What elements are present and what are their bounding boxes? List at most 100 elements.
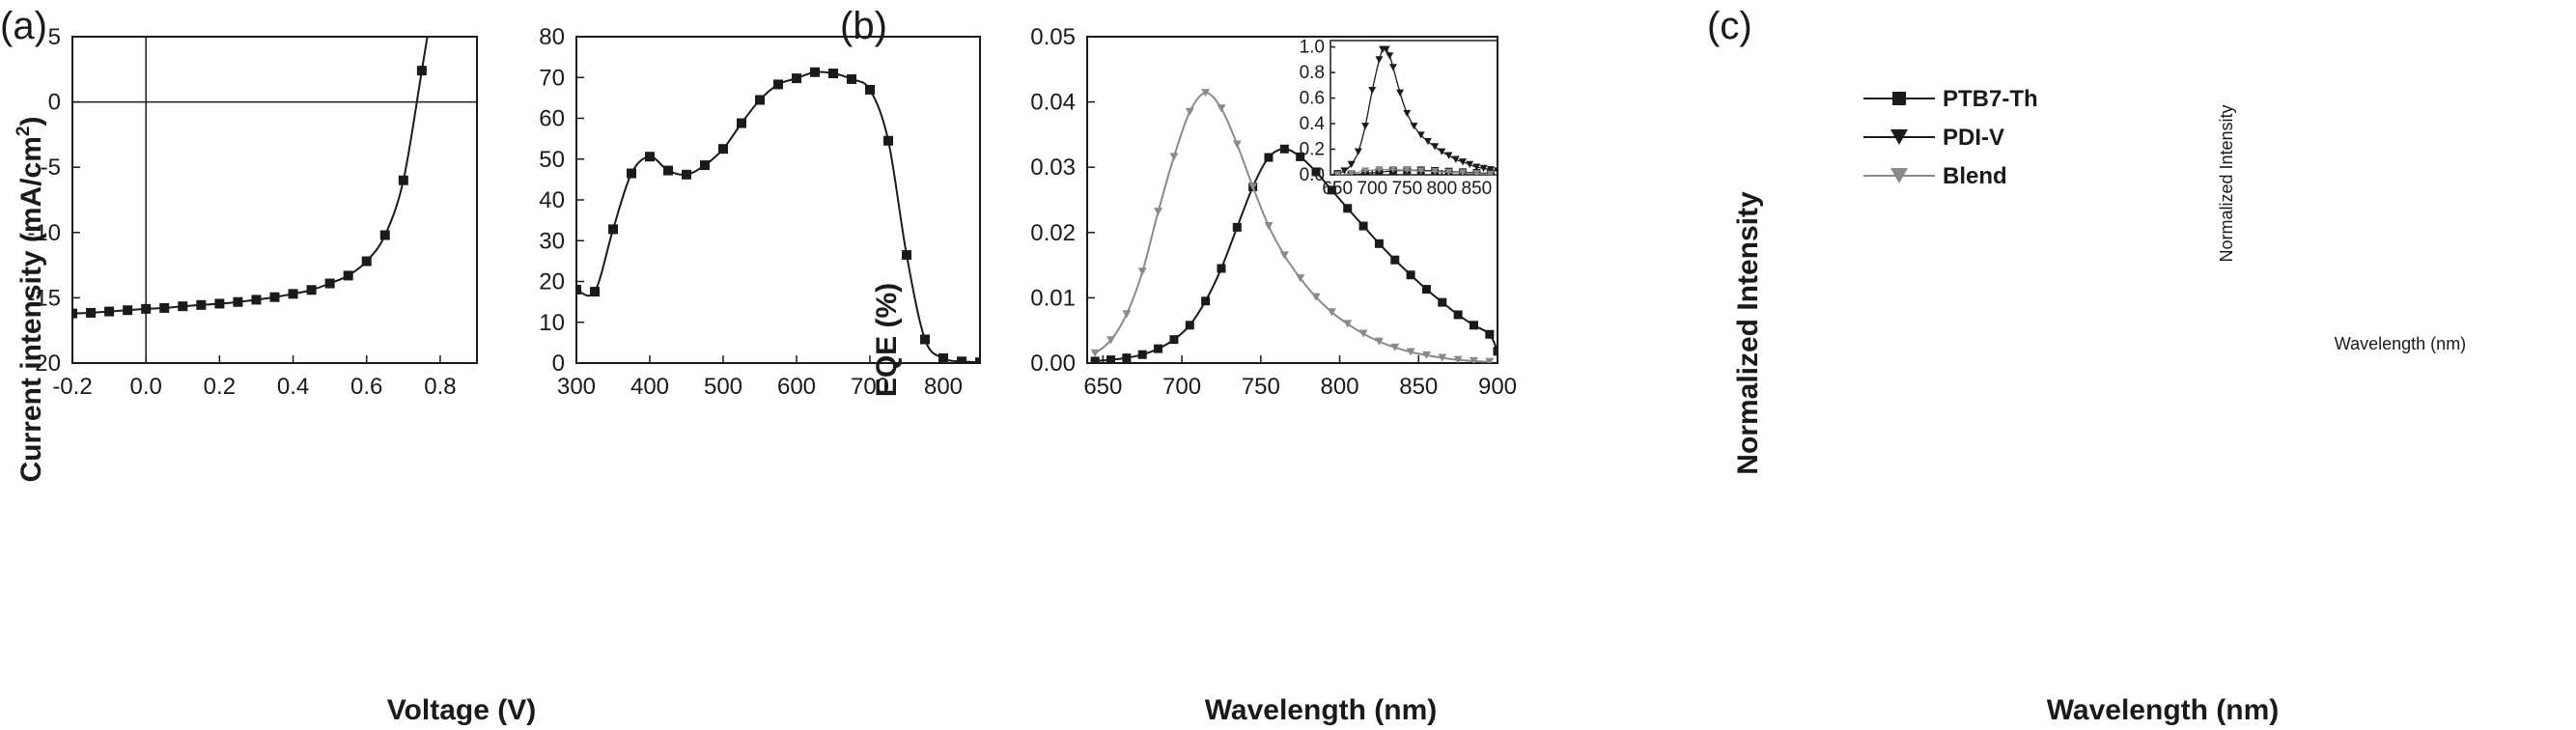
panel-c-series-0-point	[1421, 285, 1431, 295]
inset-y-tick-label: 0.0	[1300, 165, 1325, 185]
panel-c-series-2-point	[1343, 320, 1353, 328]
panel-c-series-0-point	[1296, 152, 1305, 161]
inset-series-0-point	[1438, 148, 1446, 155]
panel-b-series-0-point	[847, 73, 856, 84]
panel-a-x-tick-label: 0.2	[204, 374, 236, 400]
inset-series-2-point	[1431, 168, 1440, 175]
panel-c-series-2-point	[1453, 355, 1463, 363]
inset-series-0-point	[1444, 152, 1453, 159]
inset-series-0-point	[1431, 143, 1440, 151]
panel-c-series-0-point	[1154, 344, 1163, 353]
panel-c-series-0-point	[1438, 297, 1447, 307]
panel-a-y-tick-label: 0	[48, 90, 61, 116]
panel-c-series-2-point	[1327, 308, 1336, 317]
inset-series-2-point	[1403, 166, 1412, 174]
panel-b-x-tick-label: 400	[630, 374, 669, 400]
panel-c-series-0-point	[1469, 321, 1478, 330]
panel-b-x-tick-label: 500	[704, 374, 742, 400]
inset-series-2-point	[1486, 170, 1495, 175]
panel-a-series-0-point	[288, 289, 298, 299]
panel-c-series-2-point	[1469, 356, 1478, 363]
panel-c-series-2-point	[1248, 182, 1258, 191]
panel-a-series-0-point	[324, 278, 335, 289]
panel-c-y-axis-title: Normalized Intensity	[1732, 191, 1764, 475]
panel-a-series-0-point	[72, 308, 77, 319]
inset-series-0-point	[1423, 137, 1432, 146]
panel-a-series-0-point	[233, 296, 243, 307]
panel-c: (c) Normalized Intensity Wavelength (nm)…	[1030, 5, 2466, 726]
panel-c-series-0-point	[1406, 270, 1415, 280]
panel-b-series-0-point	[975, 357, 980, 363]
panel-b: (b) EQE (%) Wavelength (nm) 300 400 500 600…	[539, 5, 1437, 726]
panel-a-x-tick-label: 0.8	[424, 374, 456, 400]
panel-c-series-0-point	[1169, 335, 1179, 345]
panel-a-series-0-point	[159, 302, 170, 313]
inset-series-2-point	[1416, 167, 1425, 175]
panel-c-series-2-point	[1390, 343, 1400, 351]
panel-b-series-0-point	[938, 352, 948, 363]
panel-c-x-tick-label: 900	[1478, 374, 1517, 400]
panel-a-y-tick-label: -20	[27, 351, 61, 377]
panel-b-y-tick-label: 10	[539, 310, 565, 336]
panel-b-series-0-point	[627, 168, 636, 179]
panel-c-x-axis-title: Wavelength (nm)	[2047, 694, 2280, 726]
panel-c-series-0-point	[1453, 310, 1463, 320]
panel-c-label: (c)	[1707, 5, 1752, 47]
inset-y-tick-label: 0.6	[1300, 89, 1325, 109]
panel-c-y-tick-label: 0.00	[1030, 351, 1076, 377]
panel-b-y-tick-label: 0	[552, 351, 565, 377]
panel-a-label: (a)	[0, 5, 47, 47]
panel-c-series-2-point	[1201, 89, 1211, 98]
panel-a-series-0-point	[398, 175, 408, 185]
panel-b-plot-area: 300 400 500 600 700 800 0 10 20 30 40 50 60 70 80	[539, 24, 981, 400]
inset-x-tick-label: 700	[1357, 179, 1387, 199]
panel-c-series-0-point	[1185, 321, 1194, 330]
panel-a-series-0-point	[306, 285, 317, 295]
inset-series-0-point	[1340, 167, 1349, 175]
panel-a-y-tick-label: -5	[41, 154, 61, 181]
panel-c-series-0-point	[1122, 353, 1132, 363]
panel-c-series-2-point	[1438, 353, 1447, 362]
panel-a-series-0-point	[361, 256, 372, 267]
panel-c-x-tick-label: 700	[1162, 374, 1201, 400]
panel-c-y-tick-label: 0.05	[1030, 24, 1076, 50]
inset-series-2-point	[1444, 168, 1453, 175]
panel-a-series-0-point	[196, 299, 207, 310]
panel-a-series-0-point	[214, 298, 225, 309]
inset-y-tick-label: 0.8	[1300, 63, 1325, 83]
panel-b-y-tick-label: 70	[539, 65, 565, 91]
panel-c-series-0-point	[1279, 144, 1289, 154]
panel-b-series-0-point	[718, 144, 728, 154]
panel-a-series-0-point	[123, 305, 133, 316]
panel-a-series-0-point	[251, 295, 262, 305]
panel-c-series-2-point	[1185, 107, 1194, 116]
panel-b-series-0-point	[810, 67, 820, 77]
inset-series-0-point	[1354, 148, 1362, 155]
panel-c-series-2-point	[1485, 357, 1495, 363]
panel-b-series-0-point	[663, 165, 673, 176]
panel-c-series-0-point	[1090, 356, 1100, 363]
panel-c-x-tick-label: 850	[1399, 374, 1438, 400]
panel-a-y-tick-label: 5	[48, 24, 61, 50]
panel-c-series-2-point	[1122, 310, 1132, 319]
panel-b-series-0-point	[865, 84, 875, 95]
panel-c-series-2-point	[1311, 293, 1321, 301]
panel-a-y-tick-label: -15	[27, 285, 61, 311]
inset-plot-frame	[1330, 40, 1498, 176]
legend-marker-pdi-v	[1890, 129, 1908, 145]
panel-b-series-0-point	[590, 287, 600, 297]
panel-b-series-0-line	[576, 70, 980, 363]
panel-b-series-0-point	[957, 356, 966, 363]
panel-c-series-2-point	[1374, 337, 1384, 346]
legend-label-ptb7-th: PTB7-Th	[1943, 86, 2038, 112]
panel-c-series-0-point	[1327, 185, 1336, 195]
panel-c-series-2-point	[1090, 349, 1100, 357]
panel-a-x-tick-label: 0.6	[350, 374, 382, 400]
panel-b-x-tick-label: 600	[777, 374, 816, 400]
panel-b-y-tick-label: 20	[539, 269, 565, 295]
panel-a-series-0-point	[269, 292, 280, 302]
inset-series-0-point	[1386, 52, 1394, 60]
panel-b-x-tick-label: 800	[924, 374, 963, 400]
inset-series-0-point	[1347, 160, 1356, 169]
inset-series-2-point	[1333, 171, 1342, 175]
